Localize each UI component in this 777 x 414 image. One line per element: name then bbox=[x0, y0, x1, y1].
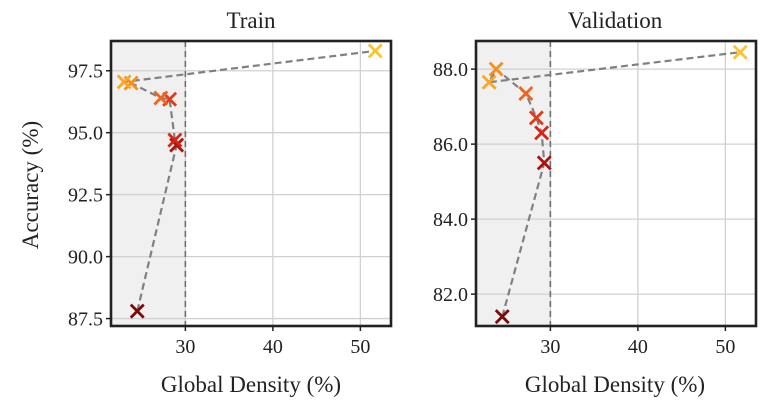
validation-y-tick-label: 86.0 bbox=[433, 134, 468, 156]
train-data-point bbox=[129, 303, 145, 319]
validation-data-point bbox=[528, 110, 544, 126]
validation-x-tick-label: 30 bbox=[540, 336, 560, 358]
validation-data-point bbox=[518, 86, 534, 101]
validation-data-point bbox=[732, 44, 748, 60]
train-panel: Train Global Density (%) Accuracy (%) 30… bbox=[18, 8, 393, 397]
validation-data-point bbox=[536, 155, 552, 171]
validation-title: Validation bbox=[568, 8, 663, 33]
validation-y-tick-label: 82.0 bbox=[433, 284, 468, 306]
validation-y-tick-label: 88.0 bbox=[433, 59, 468, 81]
validation-xlabel: Global Density (%) bbox=[525, 372, 705, 397]
validation-x-tick-label: 40 bbox=[628, 336, 648, 358]
train-y-tick-label: 87.5 bbox=[68, 309, 103, 331]
train-x-tick-label: 40 bbox=[263, 336, 283, 358]
train-title: Train bbox=[227, 8, 276, 33]
validation-y-tick-label: 84.0 bbox=[433, 209, 468, 231]
train-y-tick-label: 90.0 bbox=[68, 247, 103, 269]
train-xlabel: Global Density (%) bbox=[161, 372, 341, 397]
train-data-point bbox=[367, 43, 383, 59]
train-data-point bbox=[167, 132, 183, 148]
validation-data-point bbox=[481, 74, 497, 90]
train-axes-frame bbox=[109, 39, 393, 328]
train-y-tick-label: 95.0 bbox=[68, 123, 103, 145]
validation-data-point bbox=[494, 309, 510, 325]
train-data-point bbox=[153, 90, 169, 106]
train-data-point bbox=[116, 74, 132, 90]
validation-data-point bbox=[488, 61, 504, 77]
train-x-tick-label: 30 bbox=[175, 336, 195, 358]
train-y-tick-label: 92.5 bbox=[68, 185, 103, 207]
validation-panel: Validation Global Density (%) 30 40 50 82.0… bbox=[433, 8, 758, 397]
train-y-tick-label: 97.5 bbox=[68, 61, 103, 83]
validation-axes-frame bbox=[474, 39, 758, 328]
validation-data-point bbox=[534, 125, 550, 141]
validation-x-tick-label: 50 bbox=[715, 336, 735, 358]
train-ylabel: Accuracy (%) bbox=[18, 121, 43, 249]
train-x-tick-label: 50 bbox=[350, 336, 370, 358]
train-shaded-region bbox=[111, 41, 186, 326]
